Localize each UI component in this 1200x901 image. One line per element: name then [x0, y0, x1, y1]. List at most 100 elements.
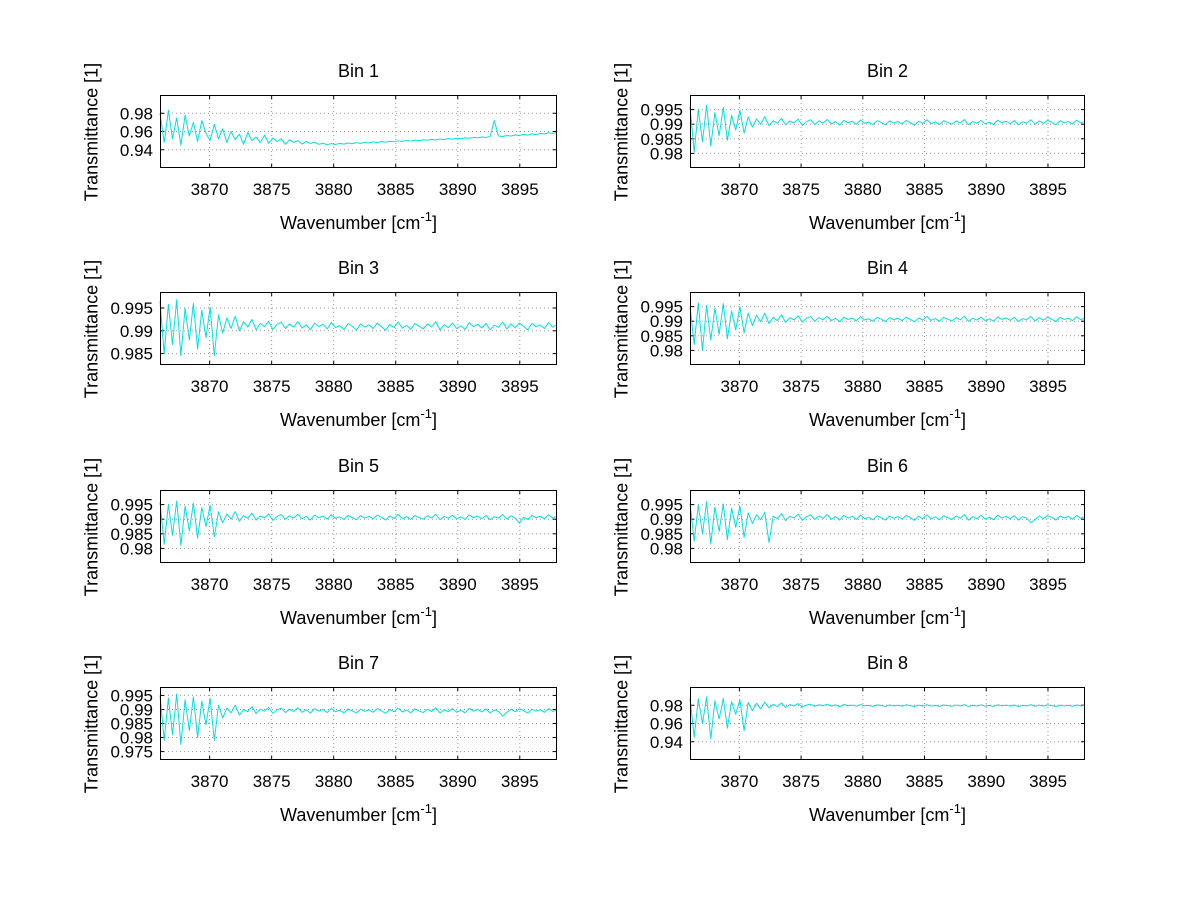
- subplot-bin-1: Bin 1 Transmittance [1] 3870 3875 3880 3885…: [82, 61, 558, 233]
- data-line: [689, 501, 1086, 545]
- x-tick-label: 3890: [439, 180, 477, 199]
- plot-area: 3870 3875 3880 3885 3890 3895 0.980.9850.990.9…: [640, 490, 1086, 594]
- y-axis-label: Transmittance [1]: [81, 457, 102, 596]
- x-tick-label: 3890: [439, 772, 477, 791]
- x-tick-label: 3880: [315, 772, 353, 791]
- y-tick-label: 0.995: [110, 496, 153, 515]
- y-tick-label: 0.98: [120, 104, 153, 123]
- x-tick-label: 3880: [844, 772, 882, 791]
- x-axis-label-close: ]: [431, 608, 437, 628]
- x-axis-label-close: ]: [960, 805, 966, 825]
- x-tick-label: 3875: [253, 377, 291, 396]
- x-tick-label: 3870: [191, 575, 229, 594]
- x-tick-label: 3890: [967, 575, 1005, 594]
- data-line: [689, 302, 1086, 351]
- x-tick-label: 3870: [720, 575, 758, 594]
- y-axis-label: Transmittance [1]: [611, 654, 632, 793]
- x-tick-label: 3890: [967, 772, 1005, 791]
- chart-title: Bin 7: [337, 653, 380, 673]
- y-tick-label: 0.98: [650, 144, 683, 163]
- x-axis-label-superscript: -1: [949, 801, 961, 816]
- axes-border: [160, 490, 557, 563]
- y-tick-label: 0.96: [120, 123, 153, 142]
- y-tick-label: 0.99: [120, 701, 153, 720]
- x-axis-label-superscript: -1: [420, 801, 432, 816]
- x-tick-label: 3875: [253, 772, 291, 791]
- x-tick-label: 3895: [501, 575, 539, 594]
- x-axis-label-close: ]: [960, 213, 966, 233]
- x-tick-label: 3885: [906, 377, 944, 396]
- x-tick-label: 3875: [782, 377, 820, 396]
- chart-title: Bin 1: [337, 61, 380, 81]
- x-tick-label: 3885: [906, 180, 944, 199]
- x-axis-label-text: Wavenumber [cm: [809, 805, 950, 825]
- x-axis-label-close: ]: [431, 410, 437, 430]
- x-axis-label: Wavenumber [cm-1]: [610, 604, 1165, 629]
- subplot-bin-3: Bin 3 Transmittance [1] 3870 3875 3880 3885…: [82, 258, 558, 430]
- x-axis-label: Wavenumber [cm-1]: [80, 406, 637, 431]
- x-axis-label-close: ]: [431, 805, 437, 825]
- y-tick-label: 0.985: [640, 327, 683, 346]
- data-line: [689, 104, 1086, 153]
- axes-border: [690, 687, 1085, 760]
- plot-area: 3870 3875 3880 3885 3890 3895 0.980.9850.990.9…: [640, 292, 1086, 396]
- data-line: [159, 500, 558, 546]
- y-tick-label: 0.98: [120, 539, 153, 558]
- y-tick-label: 0.985: [110, 525, 153, 544]
- axes-border: [160, 95, 557, 168]
- axes-border: [690, 292, 1085, 365]
- plot-area: 3870 3875 3880 3885 3890 38950.9750.980.9850.…: [110, 686, 558, 791]
- x-tick-label: 3885: [377, 377, 415, 396]
- y-tick-label: 0.99: [120, 322, 153, 341]
- x-axis-label-text: Wavenumber [cm: [280, 213, 421, 233]
- y-tick-label: 0.98: [650, 696, 683, 715]
- x-tick-label: 3880: [315, 575, 353, 594]
- x-axis-label-superscript: -1: [420, 406, 432, 421]
- x-tick-label: 3870: [191, 180, 229, 199]
- y-axis-label: Transmittance [1]: [81, 62, 102, 201]
- x-axis-label-close: ]: [960, 410, 966, 430]
- x-tick-label: 3895: [1029, 772, 1067, 791]
- x-axis-label-text: Wavenumber [cm: [280, 410, 421, 430]
- y-tick-label: 0.985: [110, 345, 153, 364]
- x-tick-label: 3870: [720, 377, 758, 396]
- chart-title: Bin 8: [866, 653, 909, 673]
- subplot-bin-5: Bin 5 Transmittance [1] 3870 3875 3880 3885…: [82, 456, 558, 628]
- x-tick-label: 3880: [844, 575, 882, 594]
- x-tick-label: 3895: [1029, 377, 1067, 396]
- x-tick-label: 3875: [253, 575, 291, 594]
- x-tick-label: 3895: [501, 377, 539, 396]
- y-tick-label: 0.995: [640, 298, 683, 317]
- chart-title: Bin 4: [866, 258, 909, 278]
- x-tick-label: 3880: [844, 377, 882, 396]
- axes-border: [690, 95, 1085, 168]
- y-tick-label: 0.995: [640, 101, 683, 120]
- x-tick-label: 3890: [967, 377, 1005, 396]
- x-tick-label: 3880: [315, 180, 353, 199]
- x-axis-label-text: Wavenumber [cm: [809, 608, 950, 628]
- y-tick-label: 0.99: [650, 510, 683, 529]
- x-tick-label: 3870: [720, 772, 758, 791]
- x-tick-label: 3885: [906, 772, 944, 791]
- axes-border: [690, 490, 1085, 563]
- x-tick-label: 3875: [782, 180, 820, 199]
- x-tick-label: 3875: [782, 575, 820, 594]
- x-tick-label: 3890: [967, 180, 1005, 199]
- y-axis-label: Transmittance [1]: [81, 654, 102, 793]
- subplot-bin-4: Bin 4 Transmittance [1] 3870 3875 3880 3885…: [612, 258, 1086, 430]
- x-axis-label: Wavenumber [cm-1]: [80, 209, 637, 234]
- y-axis-label: Transmittance [1]: [611, 457, 632, 596]
- y-tick-label: 0.985: [640, 525, 683, 544]
- plot-area: 3870 3875 3880 3885 3890 3895 0.940.960.98: [650, 687, 1086, 791]
- x-tick-label: 3880: [315, 377, 353, 396]
- y-tick-label: 0.98: [120, 729, 153, 748]
- chart-title: Bin 3: [337, 258, 380, 278]
- y-tick-label: 0.98: [650, 341, 683, 360]
- y-tick-label: 0.985: [110, 715, 153, 734]
- x-tick-label: 3890: [439, 575, 477, 594]
- x-tick-label: 3890: [439, 377, 477, 396]
- plot-area: 3870 3875 3880 3885 3890 3895 0.980.9850.990.9…: [640, 95, 1086, 199]
- x-axis-label-close: ]: [431, 213, 437, 233]
- x-axis-label: Wavenumber [cm-1]: [610, 801, 1165, 826]
